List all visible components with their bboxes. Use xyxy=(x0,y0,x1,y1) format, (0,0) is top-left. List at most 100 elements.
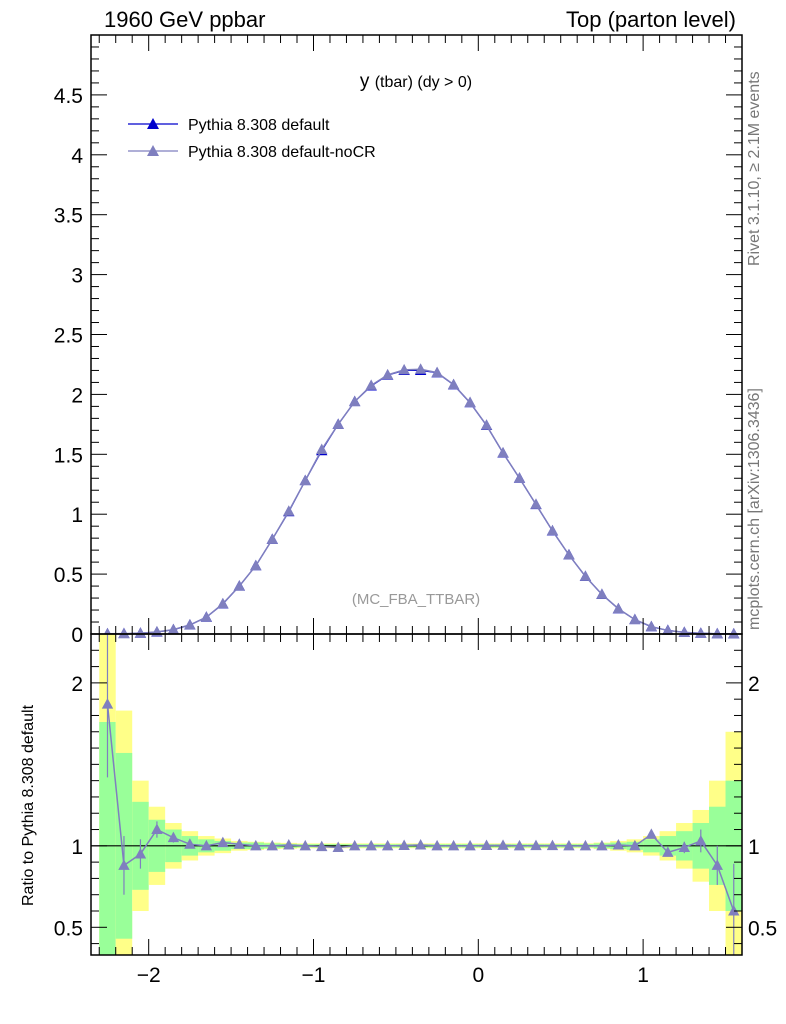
series-point-2 xyxy=(480,419,493,430)
ratio-point xyxy=(629,839,641,851)
series-point-2 xyxy=(348,395,361,407)
ratio-point xyxy=(250,839,262,851)
ratio-y-tick-label-right: 1 xyxy=(748,836,760,859)
series-point-2 xyxy=(629,613,641,625)
ratio-point xyxy=(348,839,361,851)
chart-title-sub: (tbar) (dy > 0) xyxy=(375,74,472,91)
series-point-2 xyxy=(250,559,262,571)
ratio-y-tick-label-right: 2 xyxy=(748,673,760,696)
y-tick-label: 1.5 xyxy=(54,444,83,467)
mcplots-reference-label: mcplots.cern.ch [arXiv:1306.3436] xyxy=(746,388,763,630)
ratio-point xyxy=(398,839,410,851)
legend-label-series2: Pythia 8.308 default-noCR xyxy=(188,144,376,161)
series-point-2 xyxy=(381,368,394,380)
y-tick-label: 3.5 xyxy=(54,205,83,228)
ratio-point xyxy=(513,839,526,851)
legend-entry-series1: Pythia 8.308 default xyxy=(128,117,330,134)
series-point-2 xyxy=(118,627,130,639)
series-point-2 xyxy=(447,378,460,390)
series-point-2 xyxy=(728,627,740,639)
ratio-y-tick-label: 1 xyxy=(71,836,83,859)
ratio-series-line xyxy=(106,703,735,912)
ratio-point xyxy=(480,839,493,851)
ratio-point xyxy=(151,823,163,835)
ratio-point xyxy=(200,839,213,851)
series-point-2 xyxy=(612,602,625,614)
series-point-2 xyxy=(217,597,229,609)
ratio-point xyxy=(711,859,723,870)
series-point-2 xyxy=(167,623,180,635)
axes: 0 0.5 1 1.5 2 2.5 3 3.5 4 4.5 −2 −1 0 1 0.5 0.5 1 1 2 2 xyxy=(54,34,777,987)
ratio-point xyxy=(134,847,147,859)
ratio-point xyxy=(381,839,394,851)
ratio-plot-series xyxy=(91,634,742,955)
x-tick-label: 0 xyxy=(472,964,484,987)
ratio-point xyxy=(728,905,740,916)
y-tick-label: 0.5 xyxy=(54,564,83,587)
rivet-version-label: Rivet 3.1.10, ≥ 2.1M events xyxy=(746,71,763,266)
ratio-point xyxy=(365,839,377,851)
energy-label: 1960 GeV ppbar xyxy=(104,7,266,32)
legend: Pythia 8.308 default Pythia 8.308 defaul… xyxy=(128,117,376,161)
series-point-2 xyxy=(695,627,707,638)
ratio-y-tick-label: 2 xyxy=(71,673,83,696)
series-point-2 xyxy=(299,474,311,486)
ratio-point xyxy=(645,828,658,839)
ratio-point xyxy=(579,839,592,851)
ratio-point xyxy=(233,838,246,849)
series-point-2 xyxy=(184,618,196,630)
legend-marker-series2 xyxy=(147,145,159,156)
ratio-point xyxy=(596,839,608,851)
series-point-2 xyxy=(266,533,278,544)
ratio-point xyxy=(530,839,542,851)
series-point-2 xyxy=(398,363,410,375)
series-point-2 xyxy=(563,548,575,560)
ratio-y-tick-label: 0.5 xyxy=(54,917,83,940)
legend-entry-series2: Pythia 8.308 default-noCR xyxy=(128,144,376,161)
ratio-point xyxy=(563,839,575,851)
series-point-2 xyxy=(596,588,608,599)
series-point-2 xyxy=(530,498,542,509)
series-point-2 xyxy=(645,620,658,632)
ratio-point xyxy=(414,839,427,850)
legend-marker-series1 xyxy=(147,118,159,129)
ratio-point xyxy=(167,831,180,843)
ratio-point xyxy=(332,841,344,852)
y-tick-label: 4.5 xyxy=(54,85,83,108)
ratio-point xyxy=(464,839,476,851)
chart-title-main: y xyxy=(360,71,370,92)
series-point-2 xyxy=(414,363,427,374)
ratio-point xyxy=(662,846,674,857)
series-point-2 xyxy=(233,580,246,591)
ratio-band-inner xyxy=(99,721,116,955)
y-tick-label: 0 xyxy=(71,624,83,647)
series-point-2 xyxy=(513,472,526,483)
analysis-watermark: (MC_FBA_TTBAR) xyxy=(352,591,480,608)
ratio-frame xyxy=(90,633,743,956)
series-point-2 xyxy=(365,379,377,390)
y-tick-label: 2.5 xyxy=(54,325,83,348)
series-point-2 xyxy=(332,418,344,429)
x-tick-label: −1 xyxy=(302,964,326,987)
ratio-y-tick-label-right: 0.5 xyxy=(748,917,777,940)
series-point-2 xyxy=(464,396,476,408)
ratio-point xyxy=(678,841,691,852)
legend-label-series1: Pythia 8.308 default xyxy=(188,117,330,134)
chart-title: y (tbar) (dy > 0) xyxy=(360,71,472,92)
ratio-point xyxy=(217,836,229,848)
ratio-point xyxy=(283,839,295,850)
series-point-2 xyxy=(662,624,674,636)
ratio-point xyxy=(101,698,114,709)
ratio-point xyxy=(299,839,311,851)
ratio-point xyxy=(695,834,707,846)
series-point-2 xyxy=(283,505,295,516)
series-point-2 xyxy=(316,443,328,455)
ratio-point xyxy=(118,859,130,870)
series-point-2 xyxy=(711,627,723,639)
series-point-2 xyxy=(200,611,213,622)
x-tick-label: 1 xyxy=(637,964,649,987)
y-tick-label: 2 xyxy=(71,384,83,407)
series-point-2 xyxy=(134,627,147,638)
ratio-point xyxy=(431,839,443,851)
